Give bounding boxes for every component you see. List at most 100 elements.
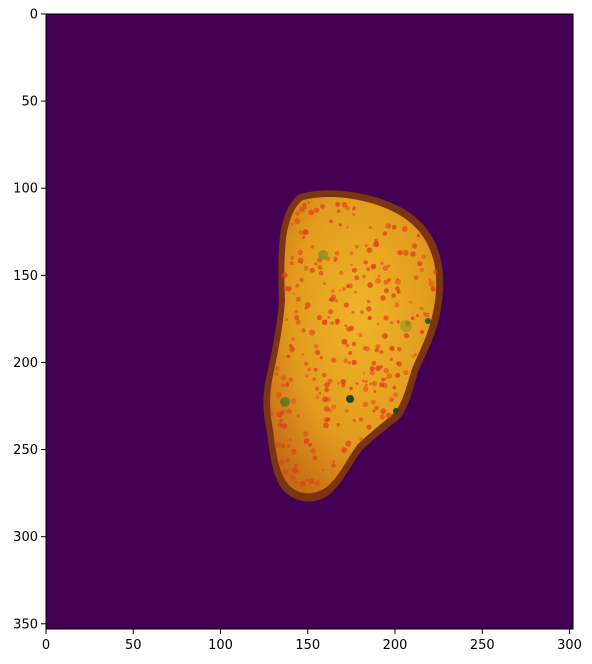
speckle: [397, 347, 402, 352]
x-tick-label: 250: [470, 638, 495, 653]
speckle: [419, 329, 425, 335]
speckle: [324, 387, 330, 393]
speckle: [301, 352, 304, 356]
speckle: [383, 315, 389, 321]
speckle: [349, 386, 353, 391]
speckle: [380, 261, 384, 265]
speckle: [381, 377, 386, 382]
object-speckles: [270, 201, 439, 487]
speckle: [302, 229, 309, 236]
speckle: [315, 395, 320, 400]
speckle: [305, 478, 309, 482]
speckle: [314, 349, 321, 356]
speckle: [329, 219, 333, 224]
speckle: [338, 223, 342, 227]
x-axis: 0 50 100 150 200 250 300: [42, 629, 582, 653]
speckle: [310, 244, 315, 249]
speckle: [319, 356, 323, 360]
speckle: [327, 378, 333, 384]
speckle: [417, 261, 423, 267]
speckle: [320, 203, 326, 209]
speckle: [342, 287, 346, 291]
speckle: [295, 296, 301, 302]
speckle: [274, 365, 280, 371]
speckle: [299, 277, 304, 283]
speckle: [279, 418, 283, 423]
speckle: [374, 348, 379, 353]
speckle: [299, 481, 306, 487]
dark-spot: [280, 397, 290, 407]
speckle: [313, 367, 318, 372]
speckle: [305, 374, 309, 378]
speckle: [335, 321, 339, 326]
speckle: [428, 280, 435, 287]
speckle: [348, 361, 351, 365]
speckle: [382, 265, 389, 272]
speckle: [383, 367, 390, 374]
speckle: [376, 322, 380, 326]
speckle: [307, 201, 310, 204]
speckle: [351, 267, 357, 273]
speckle: [286, 444, 291, 448]
speckle: [351, 341, 357, 347]
speckle: [323, 406, 330, 412]
speckle: [387, 264, 390, 267]
speckle: [393, 392, 399, 398]
y-tick-label: 100: [13, 182, 38, 197]
speckle: [354, 275, 360, 281]
speckle: [341, 201, 348, 208]
speckle: [300, 261, 303, 264]
speckle: [327, 315, 331, 319]
speckle: [295, 283, 300, 288]
speckle: [364, 383, 368, 387]
speckle: [410, 251, 416, 257]
speckle: [286, 354, 291, 359]
speckle: [334, 298, 339, 303]
speckle: [341, 447, 347, 454]
speckle: [337, 382, 341, 385]
speckle: [322, 396, 328, 403]
speckle: [281, 423, 288, 429]
x-tick-label: 200: [383, 638, 408, 653]
speckle: [276, 411, 283, 418]
speckle: [316, 315, 322, 321]
speckle: [385, 377, 388, 380]
speckle: [355, 244, 359, 249]
speckle: [312, 455, 318, 461]
speckle: [318, 391, 322, 395]
speckle: [411, 243, 418, 249]
speckle: [371, 381, 377, 387]
speckle: [410, 316, 415, 321]
speckle: [275, 441, 281, 448]
speckle: [374, 405, 379, 411]
speckle: [387, 278, 392, 282]
speckle: [333, 256, 338, 261]
speckle: [354, 290, 357, 294]
speckle: [375, 277, 381, 284]
speckle: [396, 320, 400, 324]
speckle: [362, 379, 365, 383]
speckle: [345, 343, 350, 348]
speckle: [286, 408, 292, 414]
speckle: [280, 375, 287, 381]
speckle: [386, 373, 392, 379]
speckle: [322, 372, 327, 378]
speckle: [341, 338, 348, 345]
speckle: [379, 382, 385, 388]
speckle: [298, 206, 305, 213]
y-tick-label: 150: [13, 269, 38, 284]
speckle: [294, 218, 301, 224]
speckle: [358, 417, 363, 422]
speckle: [362, 386, 369, 392]
speckle: [386, 412, 392, 419]
speckle: [416, 234, 420, 238]
speckle: [289, 438, 292, 442]
speckle: [331, 463, 336, 468]
speckle: [396, 361, 402, 367]
speckle: [369, 365, 375, 372]
speckle: [310, 448, 316, 454]
y-tick-label: 200: [13, 356, 38, 371]
x-tick-label: 100: [208, 638, 233, 653]
speckle: [291, 448, 297, 455]
speckle: [281, 272, 288, 279]
